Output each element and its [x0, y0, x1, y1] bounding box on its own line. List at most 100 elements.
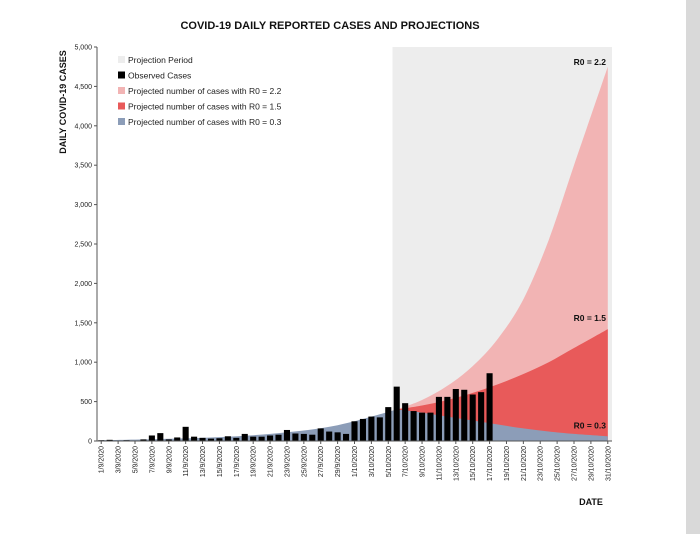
legend-label: Projection Period	[128, 55, 193, 65]
legend-label: Observed Cases	[128, 71, 191, 81]
observed-bar	[410, 411, 417, 441]
observed-bar	[334, 432, 341, 441]
x-tick-label: 13/9/2020	[200, 446, 207, 477]
observed-bar	[267, 435, 274, 441]
x-tick-label: 9/9/2020	[166, 446, 173, 473]
y-tick-label: 4,000	[74, 123, 92, 130]
x-tick-label: 5/9/2020	[132, 446, 139, 473]
observed-bar	[191, 436, 198, 441]
x-tick-label: 29/9/2020	[335, 446, 342, 477]
x-tick-label: 11/9/2020	[183, 446, 190, 477]
x-tick-label: 3/9/2020	[116, 446, 123, 473]
x-tick-label: 17/10/2020	[487, 446, 494, 481]
y-tick-label: 1,500	[74, 320, 92, 327]
legend: Projection Period Observed Cases Projected…	[118, 55, 282, 127]
x-tick-label: 25/10/2020	[555, 446, 562, 481]
observed-bar	[174, 437, 181, 441]
y-tick-label: 4,500	[74, 84, 92, 91]
x-tick-label: 21/9/2020	[268, 446, 275, 477]
y-tick-label: 1,000	[74, 360, 92, 367]
y-tick-label: 2,500	[74, 242, 92, 249]
observed-bar	[224, 436, 231, 441]
x-tick-label: 19/10/2020	[504, 446, 511, 481]
x-tick-label: 7/10/2020	[403, 446, 410, 477]
observed-bar	[250, 436, 257, 441]
x-tick-label: 19/9/2020	[251, 446, 258, 477]
x-axis-label: DATE	[579, 497, 603, 507]
observed-bar	[233, 437, 240, 441]
observed-bar	[148, 435, 155, 441]
observed-bar	[182, 426, 189, 441]
legend-swatch	[118, 87, 125, 94]
observed-bar	[376, 417, 383, 441]
legend-label: Projected number of cases with R0 = 1.5	[128, 102, 282, 112]
legend-swatch	[118, 71, 125, 79]
observed-bar	[402, 403, 409, 441]
legend-label: Projected number of cases with R0 = 0.3	[128, 117, 282, 127]
y-tick-label: 0	[88, 439, 92, 446]
x-tick-label: 7/9/2020	[149, 446, 156, 473]
observed-bar	[469, 394, 476, 441]
observed-bar	[435, 396, 442, 441]
observed-bar	[165, 439, 172, 441]
x-tick-label: 13/10/2020	[453, 446, 460, 481]
observed-bar	[461, 389, 468, 441]
x-tick-label: 3/10/2020	[369, 446, 376, 477]
observed-bar	[393, 386, 400, 441]
observed-bar	[300, 433, 307, 441]
observed-bar	[444, 396, 451, 441]
y-tick-label: 500	[80, 399, 92, 406]
observed-bar	[106, 439, 113, 441]
observed-bar	[275, 434, 282, 441]
y-tick-label: 3,500	[74, 163, 92, 170]
observed-bar	[486, 373, 493, 441]
observed-bar	[157, 433, 164, 441]
y-tick-label: 3,000	[74, 202, 92, 209]
observed-bar	[309, 434, 316, 441]
window-edge-bar	[686, 0, 700, 534]
x-tick-label: 11/10/2020	[436, 446, 443, 481]
observed-bar	[478, 392, 485, 441]
observed-bar	[283, 429, 290, 441]
observed-bar	[343, 433, 350, 441]
observed-bar	[216, 438, 223, 441]
x-tick-label: 21/10/2020	[521, 446, 528, 481]
observed-bar	[351, 421, 358, 441]
y-tick-label: 2,000	[74, 281, 92, 288]
observed-bar	[241, 433, 248, 441]
annotation-label: R0 = 2.2	[574, 57, 607, 67]
x-tick-label: 27/9/2020	[318, 446, 325, 477]
x-tick-label: 9/10/2020	[420, 446, 427, 477]
observed-bar	[292, 433, 299, 441]
x-tick-label: 29/10/2020	[588, 446, 595, 481]
legend-swatch	[118, 102, 125, 110]
x-tick-label: 15/9/2020	[217, 446, 224, 477]
y-tick-label: 5,000	[74, 45, 92, 52]
legend-swatch	[118, 56, 125, 63]
x-tick-label: 27/10/2020	[572, 446, 579, 481]
x-tick-label: 31/10/2020	[605, 446, 612, 481]
chart-title: COVID-19 DAILY REPORTED CASES AND PROJEC…	[180, 20, 480, 32]
x-tick-label: 25/9/2020	[301, 446, 308, 477]
y-axis-label: DAILY COVID-19 CASES	[58, 50, 68, 154]
observed-bar	[140, 439, 147, 441]
observed-bar	[359, 418, 366, 441]
annotation-label: R0 = 0.3	[574, 420, 607, 430]
annotations-layer: R0 = 2.2 R0 = 1.5 R0 = 0.3	[574, 57, 607, 430]
x-tick-label: 15/10/2020	[470, 446, 477, 481]
x-tick-label: 5/10/2020	[386, 446, 393, 477]
observed-bar	[419, 412, 426, 441]
x-tick-label: 23/10/2020	[538, 446, 545, 481]
x-tick-label: 17/9/2020	[234, 446, 241, 477]
x-tick-label: 1/9/2020	[99, 446, 106, 473]
observed-bar	[317, 428, 324, 441]
observed-bar	[385, 407, 392, 441]
x-tick-label: 1/10/2020	[352, 446, 359, 477]
legend-swatch	[118, 118, 125, 125]
observed-bar	[326, 431, 333, 441]
axes-layer: 0 500 1,000 1,500 2,000 2,500 3,000 3,500 4,000 4…	[58, 45, 612, 508]
area-r0-2-2	[396, 66, 608, 441]
observed-bar	[199, 437, 206, 441]
observed-bar	[452, 388, 459, 441]
observed-bar	[258, 436, 265, 441]
